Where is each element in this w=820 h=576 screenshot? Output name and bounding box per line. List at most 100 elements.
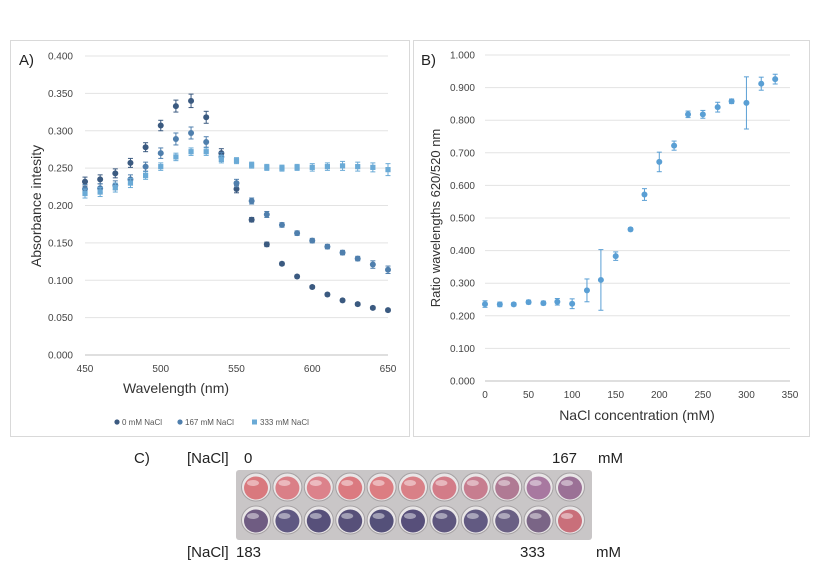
data-point <box>279 165 285 171</box>
well-plate-photo <box>236 470 592 540</box>
data-point <box>627 226 634 233</box>
data-point <box>82 178 88 185</box>
data-point <box>385 266 391 273</box>
data-point <box>278 260 285 267</box>
data-point <box>263 241 270 248</box>
data-point <box>699 111 706 118</box>
y-tick-label: 0.000 <box>450 377 475 388</box>
x-tick-label: 50 <box>523 390 535 401</box>
well <box>398 505 428 535</box>
data-point <box>249 162 255 168</box>
data-point <box>172 103 179 110</box>
data-point <box>324 164 330 170</box>
data-point <box>188 149 194 155</box>
ratio-chart: B) 0.0000.1000.2000.3000.4000.5000.6000.… <box>421 51 799 424</box>
well <box>492 505 523 535</box>
data-point <box>569 300 576 307</box>
data-point <box>583 287 590 294</box>
y-tick-label: 0.600 <box>450 181 475 192</box>
x-tick-label: 150 <box>607 390 624 401</box>
y-axis-title: Ratio wavelengths 620/520 nm <box>428 129 443 308</box>
data-point <box>294 164 300 170</box>
y-tick-label: 0.300 <box>450 279 475 290</box>
data-point <box>758 80 765 87</box>
series-333-mm-nacl <box>82 147 391 199</box>
y-tick-label: 0.800 <box>450 116 475 127</box>
y-tick-label: 0.200 <box>48 201 73 212</box>
legend-marker-0mm <box>114 419 120 425</box>
x-tick-label: 350 <box>782 390 799 401</box>
data-point <box>278 221 285 228</box>
data-point <box>309 164 315 170</box>
data-point <box>554 298 561 305</box>
series-ratio-620-520 <box>482 73 779 311</box>
top-row-end: 167 <box>552 450 578 467</box>
well <box>460 505 491 535</box>
data-point <box>385 167 391 173</box>
well <box>523 472 554 502</box>
data-point <box>369 304 376 311</box>
data-point <box>385 307 391 314</box>
data-point <box>339 163 346 169</box>
data-point <box>370 164 376 170</box>
well <box>398 472 428 502</box>
well <box>241 472 271 502</box>
well <box>366 472 397 502</box>
well <box>272 505 303 535</box>
data-point <box>248 198 255 205</box>
data-point <box>188 97 195 104</box>
legend: 0 mM NaCl 167 mM NaCl 333 mM NaCl <box>114 418 309 427</box>
data-point <box>233 180 240 187</box>
data-point <box>354 255 361 262</box>
well <box>241 505 271 535</box>
data-point <box>496 301 503 308</box>
well <box>555 505 585 535</box>
x-axis-title: Wavelength (nm) <box>123 380 229 396</box>
data-point <box>142 144 149 151</box>
data-point <box>97 189 103 195</box>
data-point <box>157 150 164 157</box>
legend-label-167mm: 167 mM NaCl <box>185 418 234 427</box>
legend-marker-167mm <box>177 419 183 425</box>
y-tick-label: 0.300 <box>48 126 73 137</box>
y-tick-label: 0.700 <box>450 148 475 159</box>
y-tick-label: 0.000 <box>48 351 73 362</box>
well-plate-drawing <box>241 472 585 535</box>
x-tick-label: 250 <box>695 390 712 401</box>
data-point <box>324 243 331 250</box>
data-point <box>294 230 301 237</box>
panel-b-label: B) <box>421 52 436 69</box>
data-point <box>728 98 735 105</box>
x-tick-label: 0 <box>482 390 488 401</box>
bottom-row-start: 183 <box>236 544 262 561</box>
data-point <box>597 276 604 283</box>
x-tick-label: 500 <box>152 364 169 375</box>
well <box>303 505 334 535</box>
well <box>555 472 585 502</box>
data-point <box>772 76 779 83</box>
data-point <box>510 301 517 308</box>
x-tick-label: 600 <box>304 364 321 375</box>
x-axis-title: NaCl concentration (mM) <box>559 407 715 423</box>
data-point <box>173 154 179 160</box>
data-point <box>540 300 547 307</box>
y-axis-title: Absorbance intesity <box>28 145 44 267</box>
x-tick-label: 650 <box>380 364 397 375</box>
data-point <box>743 99 750 106</box>
y-tick-label: 0.250 <box>48 164 73 175</box>
data-point <box>309 237 316 244</box>
data-point <box>355 164 361 170</box>
well <box>335 505 366 535</box>
data-point <box>233 158 240 164</box>
y-tick-label: 1.000 <box>450 51 475 62</box>
data-point <box>309 283 316 290</box>
x-tick-label: 300 <box>738 390 755 401</box>
y-tick-label: 0.350 <box>48 89 73 100</box>
legend-label-0mm: 0 mM NaCl <box>122 418 162 427</box>
y-tick-label: 0.100 <box>450 344 475 355</box>
data-point <box>339 297 346 304</box>
x-tick-label: 100 <box>564 390 581 401</box>
panel-b: B) 0.000 0.100 0.200 0.300 0.400 0.500 0.600 0.… <box>413 40 810 437</box>
grid-lines <box>85 55 388 356</box>
data-point <box>263 211 270 218</box>
